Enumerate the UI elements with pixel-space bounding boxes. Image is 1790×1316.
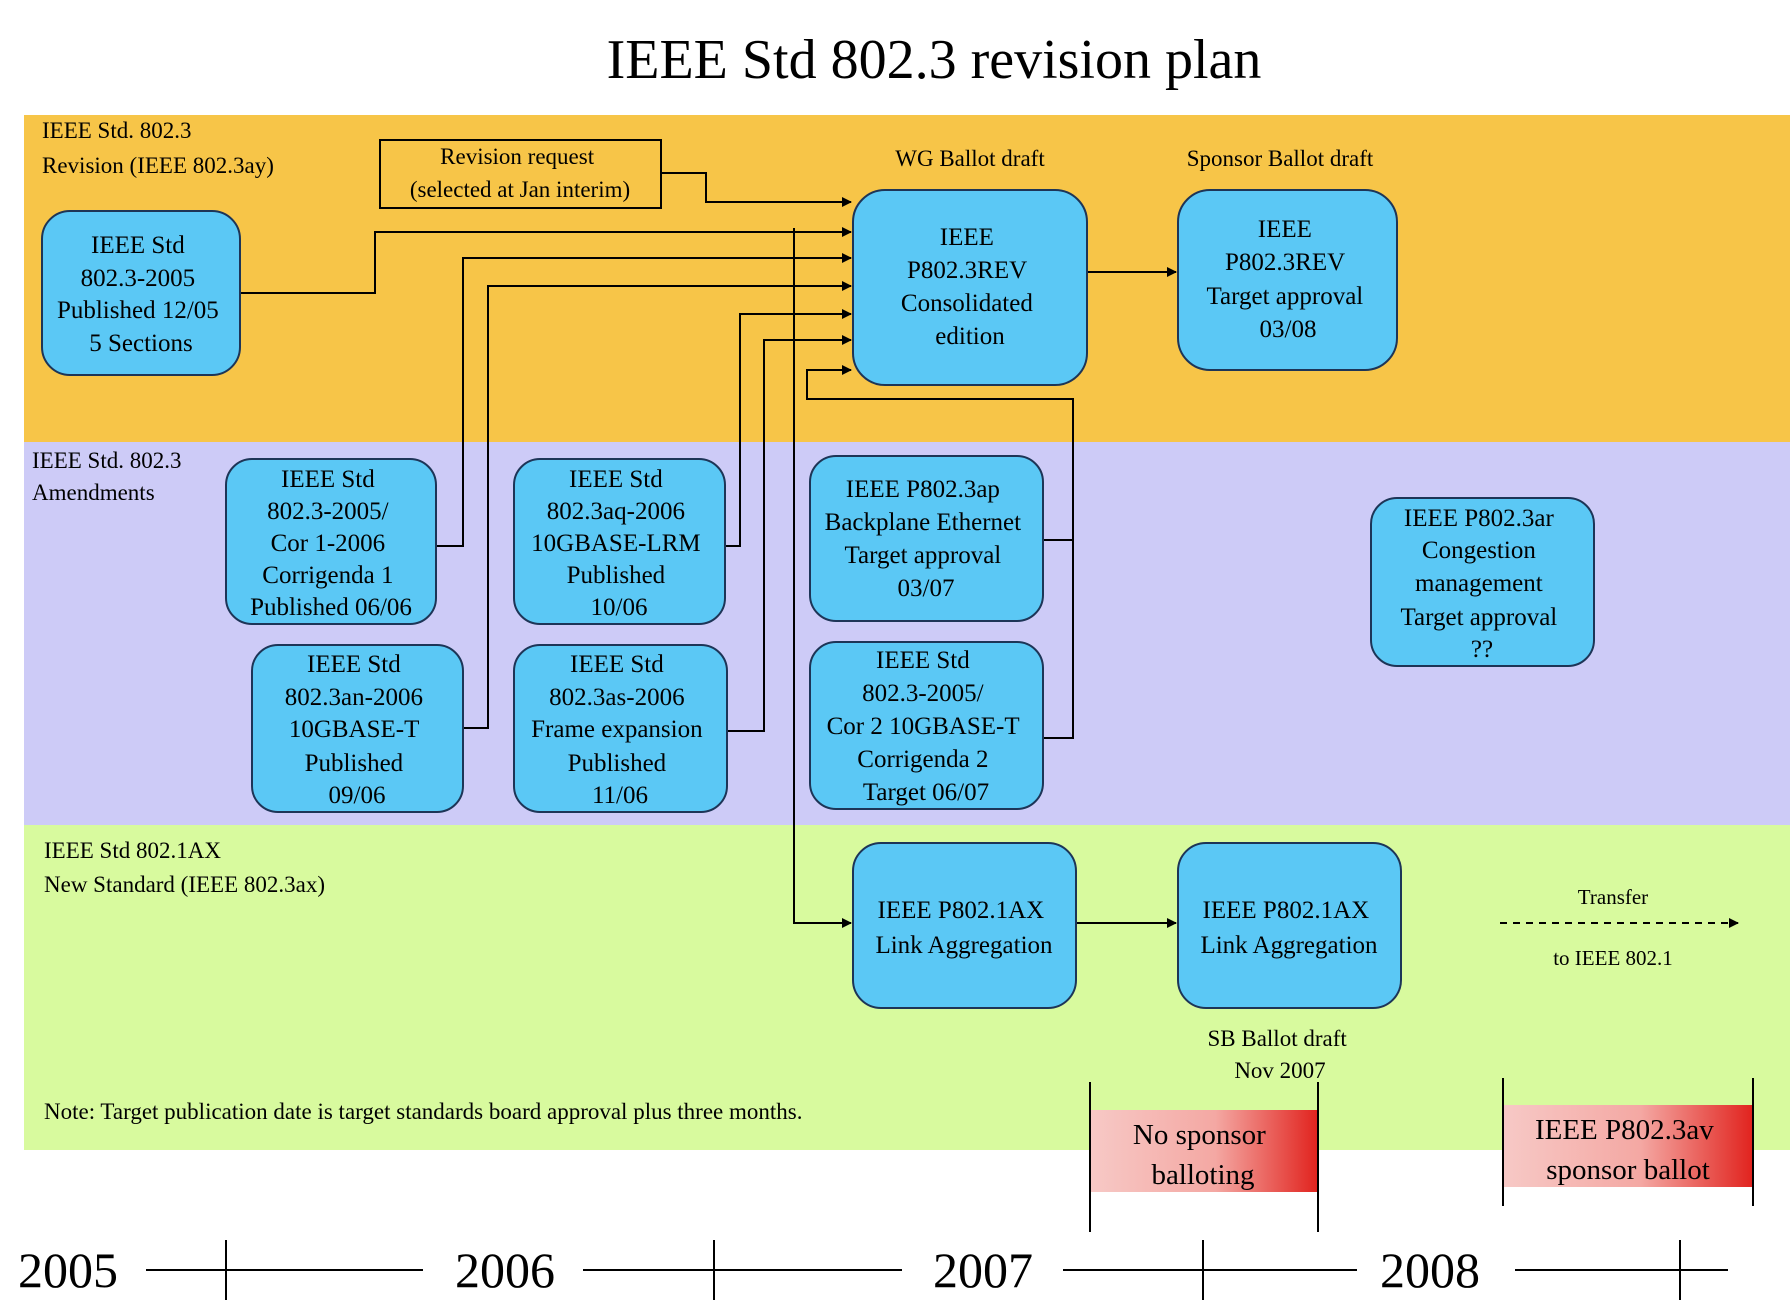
svg-text:IEEE Std 802.3-2005/: IEEE Std 802.3-2005/ Cor 2 10GBASE-T Cor…	[827, 647, 1026, 806]
connector-as	[727, 335, 852, 732]
transfer-label: Transfer	[1578, 885, 1648, 909]
svg-text:IEEE P802.1AX Link Aggre: IEEE P802.1AX Link Aggregation	[1200, 897, 1378, 959]
box-ar: IEEE P802.3ar Congestion management Targ…	[1370, 497, 1595, 667]
revision-lane-label: IEEE Std. 802.3 Revision (IEEE 802.3ay)	[42, 118, 274, 178]
box-cor2: IEEE Std 802.3-2005/ Cor 2 10GBASE-T Cor…	[809, 641, 1044, 810]
svg-text:IEEE P802.3REV Con: IEEE P802.3REV Consolidated edition	[901, 224, 1039, 350]
svg-text:IEEE P802.3ar Congestion: IEEE P802.3ar Congestion management Targ…	[1400, 505, 1563, 663]
sponsor-ballot-heading: Sponsor Ballot draft	[1187, 146, 1374, 171]
svg-text:IEEE P802.3REV Tar: IEEE P802.3REV Target approval 03/08	[1206, 216, 1369, 343]
svg-text:No sponsor balloting: No sponsor balloting	[1133, 1119, 1273, 1191]
new-standard-lane-label: IEEE Std 802.1AX New Standard (IEEE 802.…	[44, 838, 325, 897]
connector-an	[463, 281, 852, 729]
box-ax-wg: IEEE P802.1AX Link Aggregation	[852, 842, 1077, 1009]
svg-text:IEEE Std 802.3as-2006: IEEE Std 802.3as-2006 Frame expansion Pu…	[531, 651, 709, 809]
callout-p8023av: IEEE P802.3av sponsor ballot	[1502, 1078, 1754, 1206]
year-2008: 2008	[1380, 1242, 1480, 1298]
svg-text:IEEE Std 802.3an-2006: IEEE Std 802.3an-2006 10GBASE-T Publishe…	[285, 651, 429, 809]
revision-request-label: Revision request (selected at Jan interi…	[410, 144, 630, 202]
timeline: 2005 2006 2007 2008	[18, 1240, 1728, 1300]
svg-text:IEEE P802.3av sponsor ba: IEEE P802.3av sponsor ballot	[1535, 1114, 1721, 1186]
box-std-2005: IEEE Std 802.3-2005 Published 12/05 5 Se…	[41, 210, 241, 376]
box-as: IEEE Std 802.3as-2006 Frame expansion Pu…	[513, 644, 728, 813]
year-2006: 2006	[455, 1242, 555, 1298]
callout-no-sponsor: No sponsor balloting	[1089, 1082, 1319, 1232]
svg-text:IEEE Std 802.3-2005/: IEEE Std 802.3-2005/ Cor 1-2006 Corrigen…	[250, 466, 412, 621]
svg-text:IEEE Std 802.3-2005: IEEE Std 802.3-2005 Published 12/05 5 Se…	[57, 232, 225, 357]
svg-text:IEEE P802.1AX Link Aggre: IEEE P802.1AX Link Aggregation	[875, 897, 1053, 959]
connector-ap-cor2	[806, 365, 1074, 541]
box-p8023rev-consolidated: IEEE P802.3REV Consolidated edition	[852, 189, 1088, 386]
connector-aq	[725, 309, 852, 547]
diagram-title: IEEE Std 802.3 revision plan	[607, 29, 1262, 91]
box-p8023rev-target: IEEE P802.3REV Target approval 03/08	[1177, 189, 1398, 371]
box-ap: IEEE P802.3ap Backplane Ethernet Target …	[809, 455, 1044, 622]
sb-ballot-heading: SB Ballot draft Nov 2007	[1207, 1026, 1352, 1083]
connector-cor1	[436, 253, 852, 547]
connector-std-2005	[240, 227, 852, 294]
box-ax-sb: IEEE P802.1AX Link Aggregation	[1177, 842, 1402, 1009]
svg-text:IEEE Std 802.3aq-2006: IEEE Std 802.3aq-2006 10GBASE-LRM Publis…	[531, 466, 707, 621]
box-an: IEEE Std 802.3an-2006 10GBASE-T Publishe…	[251, 644, 464, 813]
connector-lines	[240, 172, 1739, 928]
note-text: Note: Target publication date is target …	[44, 1099, 802, 1124]
amendments-lane-label: IEEE Std. 802.3 Amendments	[32, 448, 187, 505]
connector-cor2	[1043, 540, 1074, 739]
year-2007: 2007	[933, 1242, 1033, 1298]
connector-revision-request	[661, 172, 852, 207]
connector-to-ax	[793, 228, 852, 928]
wg-ballot-heading: WG Ballot draft	[895, 146, 1045, 171]
year-2005: 2005	[18, 1242, 118, 1298]
box-cor1: IEEE Std 802.3-2005/ Cor 1-2006 Corrigen…	[225, 458, 437, 625]
box-aq: IEEE Std 802.3aq-2006 10GBASE-LRM Publis…	[513, 458, 726, 625]
svg-text:IEEE P802.3ap Backplane: IEEE P802.3ap Backplane Ethernet Target …	[825, 476, 1028, 602]
transfer-destination-label: to IEEE 802.1	[1553, 946, 1673, 970]
